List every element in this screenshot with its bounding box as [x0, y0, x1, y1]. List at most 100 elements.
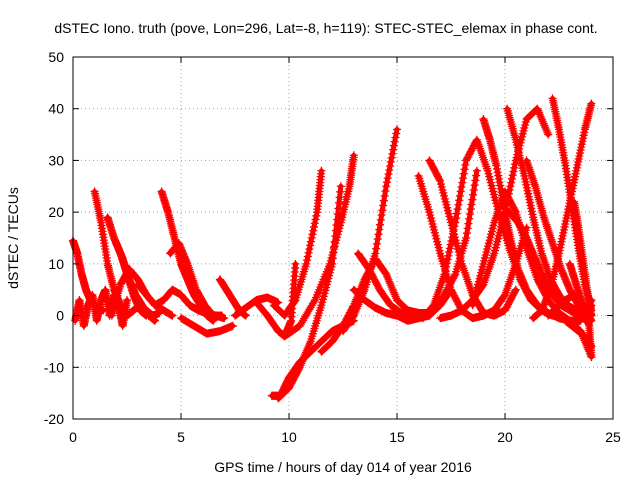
- data-point-marker: [308, 230, 317, 239]
- data-point-marker: [377, 211, 386, 220]
- data-point-marker: [298, 355, 307, 364]
- data-point-marker: [376, 220, 385, 229]
- data-point-marker: [357, 282, 366, 291]
- data-point-marker: [218, 311, 227, 320]
- series-4: [112, 239, 160, 325]
- data-point-marker: [452, 214, 461, 223]
- data-point-marker: [317, 166, 326, 175]
- x-tick-label: 20: [497, 429, 513, 445]
- data-point-marker: [309, 222, 318, 231]
- data-point-marker: [453, 205, 462, 214]
- data-point-marker: [301, 348, 310, 357]
- data-point-marker: [466, 205, 475, 214]
- data-point-marker: [535, 110, 544, 119]
- data-point-marker: [461, 160, 470, 169]
- data-point-marker: [374, 230, 383, 239]
- y-tick-label: 10: [48, 256, 64, 272]
- data-point-marker: [351, 297, 360, 306]
- data-point-marker: [456, 187, 465, 196]
- data-point-marker: [539, 119, 548, 128]
- data-point-marker: [290, 297, 299, 306]
- data-point-marker: [300, 352, 309, 361]
- data-point-marker: [372, 239, 381, 248]
- series-layer: [69, 94, 596, 403]
- data-point-marker: [381, 187, 390, 196]
- data-point-marker: [241, 311, 250, 320]
- data-point-marker: [379, 201, 388, 210]
- data-point-marker: [311, 215, 320, 224]
- data-point-marker: [299, 354, 308, 363]
- data-point-marker: [378, 206, 387, 215]
- y-tick-label: -10: [44, 359, 64, 375]
- y-tick-label: 50: [48, 49, 64, 65]
- data-point-marker: [382, 270, 391, 279]
- plot-border: [72, 56, 614, 420]
- y-tick-label: 30: [48, 152, 64, 168]
- data-point-marker: [507, 174, 516, 183]
- data-point-marker: [507, 178, 516, 187]
- data-point-marker: [508, 171, 517, 180]
- data-point-marker: [534, 108, 543, 117]
- data-point-marker: [462, 229, 471, 238]
- data-point-marker: [441, 266, 450, 275]
- data-point-marker: [465, 214, 474, 223]
- data-point-marker: [389, 141, 398, 150]
- data-point-marker: [350, 299, 359, 308]
- data-point-marker: [510, 163, 519, 172]
- y-axis-label: dSTEC / TECUs: [5, 187, 21, 289]
- data-point-marker: [382, 272, 391, 281]
- series-18: [317, 254, 434, 356]
- data-point-marker: [511, 285, 520, 294]
- data-point-marker: [383, 174, 392, 183]
- data-point-marker: [465, 209, 474, 218]
- data-point-marker: [460, 165, 469, 174]
- y-tick-label: 20: [48, 204, 64, 220]
- data-point-marker: [536, 112, 545, 121]
- data-point-marker: [443, 255, 452, 264]
- series-14: [269, 166, 326, 320]
- data-point-marker: [352, 295, 361, 304]
- data-point-marker: [303, 252, 312, 261]
- data-point-marker: [471, 176, 480, 185]
- data-point-marker: [386, 161, 395, 170]
- data-point-marker: [306, 237, 315, 246]
- data-point-marker: [467, 200, 476, 209]
- data-point-marker: [228, 321, 237, 330]
- data-point-marker: [442, 262, 451, 271]
- series-16: [274, 182, 345, 403]
- chart-title: dSTEC Iono. truth (pove, Lon=296, Lat=-8…: [54, 20, 597, 36]
- data-point-marker: [349, 302, 358, 311]
- data-point-marker: [301, 350, 310, 359]
- x-tick-label: 5: [177, 429, 185, 445]
- data-point-marker: [359, 277, 368, 286]
- data-point-marker: [462, 234, 471, 242]
- data-point-marker: [390, 137, 399, 146]
- data-point-marker: [458, 178, 467, 187]
- data-point-marker: [389, 286, 398, 295]
- data-point-marker: [309, 297, 318, 306]
- data-point-marker: [472, 171, 481, 180]
- data-point-marker: [372, 244, 381, 253]
- data-point-marker: [310, 219, 319, 228]
- data-point-marker: [533, 104, 542, 113]
- data-point-marker: [468, 195, 477, 204]
- data-point-marker: [305, 341, 314, 350]
- data-point-marker: [386, 279, 395, 288]
- series-28: [503, 104, 596, 320]
- data-point-marker: [542, 126, 551, 135]
- data-point-marker: [393, 125, 401, 134]
- data-point-marker: [391, 133, 400, 142]
- data-point-marker: [463, 224, 472, 233]
- series-12: [252, 259, 300, 341]
- data-point-marker: [356, 284, 365, 293]
- x-tick-label: 25: [605, 429, 621, 445]
- data-point-marker: [455, 191, 464, 200]
- data-point-marker: [303, 256, 312, 265]
- data-point-marker: [538, 117, 547, 126]
- data-point-marker: [380, 191, 389, 200]
- data-point-marker: [386, 281, 395, 290]
- data-point-marker: [454, 200, 463, 209]
- series-33: [570, 197, 596, 320]
- axis-ticks: 0 5 10 15 20 25 -20 -10 0 10 20 30 40 50: [44, 49, 621, 445]
- data-point-marker: [307, 234, 316, 242]
